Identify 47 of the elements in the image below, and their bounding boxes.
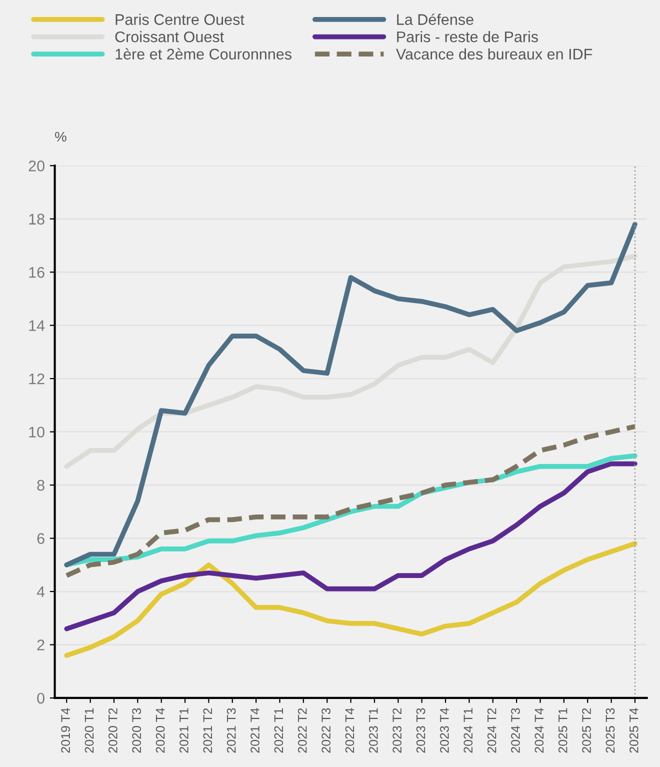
y-tick-label: 14 [29, 320, 45, 331]
y-tick-label: 8 [37, 480, 44, 491]
x-tick-label: 2021 T3 [226, 708, 236, 753]
y-tick-label: 6 [37, 533, 44, 544]
legend-label: Croissant Ouest [115, 31, 224, 42]
y-tick-label: 2 [37, 640, 44, 650]
x-tick-label: 2023 T4 [440, 708, 449, 753]
line-series [64, 541, 638, 658]
x-tick-label: 2020 T1 [84, 708, 94, 753]
line-series [64, 222, 638, 568]
legend-label: Vacance des bureaux en IDF [396, 48, 592, 60]
x-tick-label: 2020 T3 [132, 708, 142, 753]
x-tick-label: 2021 T1 [180, 708, 188, 753]
legend-label: 1ère et 2ème Couronnnes [116, 48, 292, 60]
x-tick-label: 2025 T4 [629, 708, 638, 753]
legend-label: La Défense [397, 14, 474, 25]
y-tick-label: 4 [36, 586, 45, 598]
x-tick-label: 2022 T1 [274, 708, 284, 753]
x-tick-label: 2022 T4 [345, 708, 354, 753]
x-tick-label: 2024 T4 [534, 708, 544, 753]
x-tick-label: 2025 T1 [558, 708, 568, 753]
y-axis-title: % [55, 132, 66, 142]
y-tick-label: 10 [29, 426, 44, 438]
x-tick-label: 2025 T3 [606, 708, 615, 753]
y-tick-label: 20 [28, 160, 44, 172]
x-tick-label: 2024 T1 [464, 708, 473, 753]
y-tick-label: 16 [29, 267, 44, 278]
y-tick-label: 18 [29, 214, 44, 225]
x-tick-label: 2024 T2 [487, 708, 496, 753]
x-tick-label: 2022 T3 [322, 708, 330, 753]
y-tick-label: 0 [37, 692, 44, 704]
line-series [64, 461, 638, 632]
x-tick-label: 2019 T4 [61, 708, 70, 753]
x-tick-label: 2021 T4 [250, 708, 260, 753]
x-tick-label: 2020 T2 [108, 708, 118, 753]
x-tick-label: 2021 T2 [203, 708, 212, 753]
legend-label: Paris Centre Ouest [116, 14, 244, 25]
line-series [64, 424, 638, 578]
legend-label: Paris - reste de Paris [397, 31, 538, 42]
x-tick-label: 2020 T4 [156, 708, 165, 753]
x-tick-label: 2022 T2 [298, 708, 307, 753]
y-tick-label: 12 [29, 373, 44, 384]
x-tick-label: 2023 T1 [368, 708, 378, 753]
x-tick-label: 2023 T2 [392, 708, 402, 753]
x-tick-label: 2025 T2 [582, 708, 591, 753]
x-tick-label: 2024 T3 [511, 708, 520, 753]
x-tick-label: 2023 T3 [416, 708, 426, 753]
